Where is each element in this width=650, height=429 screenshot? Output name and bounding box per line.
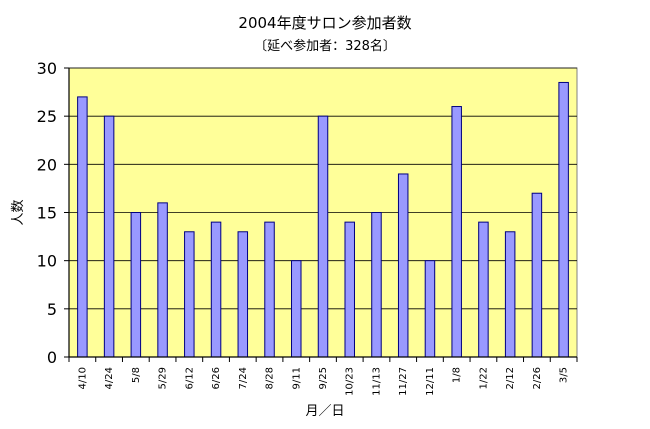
y-axis-label: 人数 [11, 199, 26, 225]
x-axis-label: 月／日 [305, 404, 344, 419]
chart-subtitle: 〔延べ参加者：328名〕 [254, 38, 396, 54]
y-tick-label: 15 [37, 204, 57, 223]
x-tick-label: 1/22 [478, 367, 489, 389]
y-axis-ticks: 0 5 10 15 20 25 30 [37, 59, 69, 367]
y-tick-label: 0 [47, 348, 57, 367]
x-tick-label: 11/13 [371, 367, 382, 396]
bar [264, 221, 275, 358]
bar [558, 81, 569, 358]
bar [451, 106, 462, 358]
x-tick-label: 9/25 [318, 367, 329, 389]
bar [504, 231, 516, 358]
bar [291, 260, 302, 358]
x-tick-label: 12/11 [425, 367, 436, 396]
x-tick-label: 4/10 [77, 367, 88, 389]
bar [184, 231, 195, 358]
bars [77, 81, 569, 358]
x-tick-label: 5/8 [131, 367, 142, 383]
x-tick-label: 5/29 [158, 367, 169, 389]
y-tick-label: 30 [37, 59, 57, 78]
bar [77, 96, 88, 358]
x-tick-label: 3/5 [559, 367, 570, 383]
bar [130, 212, 142, 358]
x-tick-label: 2/26 [532, 367, 543, 389]
x-tick-label: 9/11 [291, 367, 302, 389]
bar [344, 221, 355, 358]
x-tick-label: 1/8 [452, 367, 463, 383]
x-tick-label: 6/12 [184, 367, 195, 389]
x-tick-label: 10/23 [345, 367, 356, 396]
x-tick-label: 7/24 [238, 367, 249, 389]
bar [371, 212, 382, 358]
bar [237, 231, 249, 358]
x-tick-label: 4/24 [104, 367, 115, 389]
y-tick-label: 25 [37, 107, 57, 126]
x-axis-ticks: 4/10 4/24 5/8 5/29 6/12 6/26 7/24 8/28 9/11 9/25 1… [68, 357, 578, 396]
bar [531, 192, 543, 358]
bar [157, 202, 168, 358]
chart-title: 2004年度サロン参加者数 [238, 14, 411, 32]
x-tick-label: 11/27 [398, 367, 409, 396]
y-tick-label: 5 [47, 300, 57, 319]
bar [397, 173, 409, 358]
bar [210, 221, 222, 358]
bar [317, 115, 329, 358]
x-tick-label: 8/28 [265, 367, 276, 389]
x-tick-label: 2/12 [505, 367, 516, 389]
y-tick-label: 20 [37, 155, 57, 174]
y-tick-label: 10 [37, 252, 57, 271]
bar [478, 221, 489, 358]
bar [103, 115, 115, 358]
bar [424, 260, 436, 358]
x-tick-label: 6/26 [211, 367, 222, 389]
